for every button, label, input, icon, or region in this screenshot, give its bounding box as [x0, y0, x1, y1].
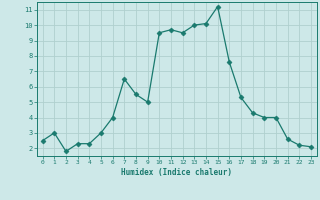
X-axis label: Humidex (Indice chaleur): Humidex (Indice chaleur) — [121, 168, 232, 177]
